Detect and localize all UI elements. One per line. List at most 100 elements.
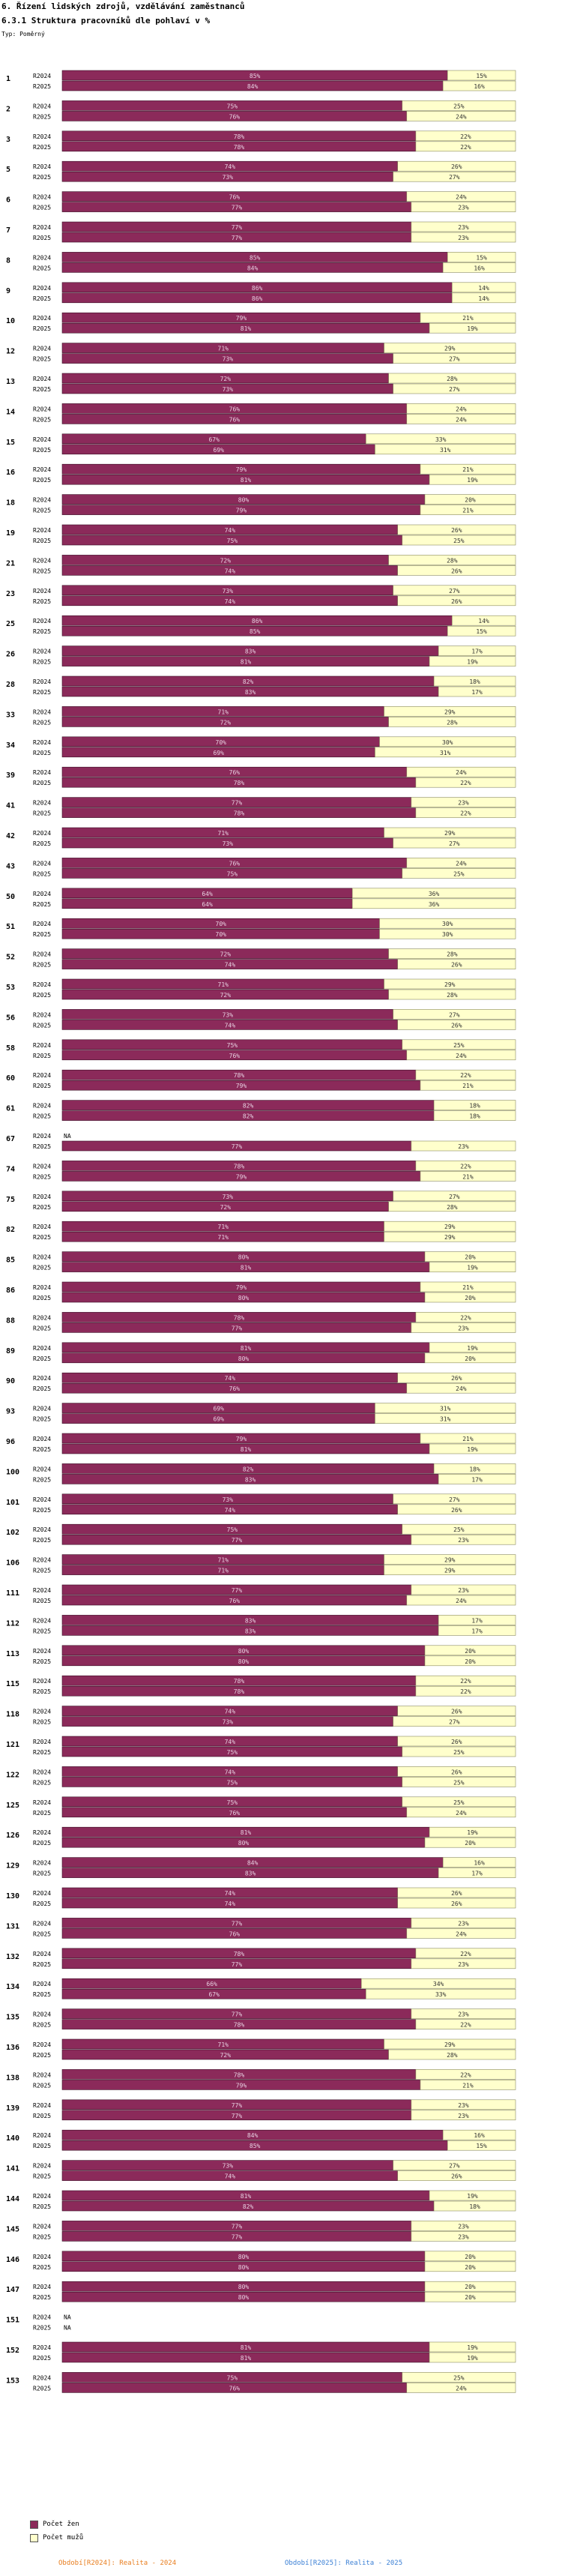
row-label: R2024: [33, 1072, 51, 1079]
bar-men: [397, 1020, 516, 1030]
bar-men: [438, 1868, 516, 1878]
row-label: R2024: [33, 1799, 51, 1806]
group-label: 7: [6, 226, 10, 235]
row-label: R2024: [33, 678, 51, 685]
bar-men: [442, 262, 516, 273]
value-label-women: 77%: [232, 235, 243, 241]
value-label-women: 82%: [243, 678, 254, 685]
group-label: 75: [6, 1196, 15, 1204]
row-label: R2025: [33, 628, 51, 635]
bar-men: [406, 2383, 516, 2393]
row-label: R2024: [33, 1709, 51, 1715]
value-label-women: 85%: [250, 254, 261, 261]
value-label-women: 74%: [225, 1022, 236, 1029]
row-label: R2024: [33, 921, 51, 927]
value-label-men: 20%: [465, 2284, 476, 2290]
value-label-men: 17%: [471, 689, 483, 696]
group-label: 136: [6, 2044, 19, 2052]
value-label-women: 78%: [234, 1163, 245, 1170]
bar-men: [424, 494, 516, 505]
value-label-men: 30%: [442, 931, 453, 938]
bar-men: [388, 989, 516, 1000]
value-label-men: 26%: [451, 2173, 462, 2180]
value-label-women: 75%: [227, 1526, 238, 1533]
group-label: 96: [6, 1438, 15, 1446]
value-label-women: 81%: [241, 2355, 252, 2362]
row-label: R2025: [33, 810, 51, 817]
row-label: R2025: [33, 750, 51, 756]
bar-men: [351, 898, 516, 909]
value-label-men: 25%: [453, 103, 465, 109]
value-label-men: 36%: [429, 901, 440, 908]
value-label-men: 26%: [451, 1022, 462, 1029]
bar-men: [438, 1625, 516, 1636]
value-label-men: 31%: [440, 750, 451, 756]
row-label: R2025: [33, 598, 51, 605]
bar-men: [393, 1009, 516, 1020]
bar-men: [406, 111, 516, 121]
value-label-men: 23%: [458, 1537, 469, 1544]
row-label: R2024: [33, 891, 51, 897]
value-label-women: 83%: [245, 648, 256, 655]
group-label: 146: [6, 2256, 19, 2264]
value-label-women: 78%: [234, 2022, 245, 2029]
value-label-women: 74%: [225, 568, 236, 574]
value-label-women: 76%: [229, 2385, 241, 2392]
group-label: 12: [6, 348, 15, 356]
value-label-men: 15%: [476, 628, 487, 635]
value-label-women: 75%: [227, 1799, 238, 1806]
row-label: R2025: [33, 1840, 51, 1847]
value-label-women: 84%: [247, 2132, 259, 2139]
value-label-women: 83%: [245, 689, 256, 696]
bar-men: [397, 595, 516, 607]
value-label-men: 27%: [449, 840, 460, 847]
value-label-men: 22%: [460, 2022, 471, 2029]
value-label-men: 23%: [458, 800, 469, 807]
value-label-men: 18%: [469, 1103, 480, 1110]
row-label: R2024: [33, 1224, 51, 1230]
group-label: 67: [6, 1135, 15, 1143]
row-label: R2025: [33, 1295, 51, 1301]
no-value-label: NA: [64, 2314, 71, 2321]
bar-men: [402, 868, 516, 879]
bar-men: [424, 1645, 516, 1656]
bar-men: [433, 1110, 516, 1121]
row-label: R2025: [33, 295, 51, 302]
value-label-women: 78%: [234, 810, 245, 817]
group-label: 130: [6, 1892, 19, 1901]
value-label-women: 86%: [252, 295, 263, 302]
row-label: R2024: [33, 1951, 51, 1957]
row-label: R2025: [33, 1083, 51, 1089]
group-label: 101: [6, 1499, 19, 1507]
bar-men: [388, 2049, 516, 2060]
group-label: 9: [6, 287, 10, 295]
no-value-label: NA: [64, 2325, 71, 2332]
value-label-women: 81%: [241, 659, 252, 666]
group-label: 56: [6, 1014, 15, 1022]
value-label-women: 78%: [234, 1688, 245, 1695]
bar-men: [384, 1221, 516, 1232]
value-label-women: 80%: [238, 2284, 250, 2290]
value-label-men: 25%: [453, 1749, 465, 1756]
group-label: 21: [6, 559, 15, 568]
bar-men: [433, 1100, 516, 1110]
value-label-men: 26%: [451, 1709, 462, 1715]
bar-men: [411, 1140, 516, 1152]
row-label: R2025: [33, 870, 51, 877]
value-label-men: 23%: [458, 2233, 469, 2240]
row-label: R2025: [33, 1628, 51, 1634]
row-label: R2025: [33, 447, 51, 454]
bar-men: [384, 1231, 516, 1242]
value-label-men: 22%: [460, 1072, 471, 1079]
row-label: R2024: [33, 708, 51, 715]
bar-men: [429, 656, 516, 666]
value-label-women: 72%: [220, 376, 232, 382]
row-label: R2024: [33, 1617, 51, 1624]
bar-men: [406, 1595, 516, 1606]
row-label: R2024: [33, 436, 51, 443]
value-label-men: 23%: [458, 205, 469, 211]
legend-item-men: Počet mužů: [30, 2531, 83, 2545]
value-label-women: 77%: [232, 2113, 243, 2119]
row-label: R2024: [33, 648, 51, 655]
row-label: R2024: [33, 2041, 51, 2048]
